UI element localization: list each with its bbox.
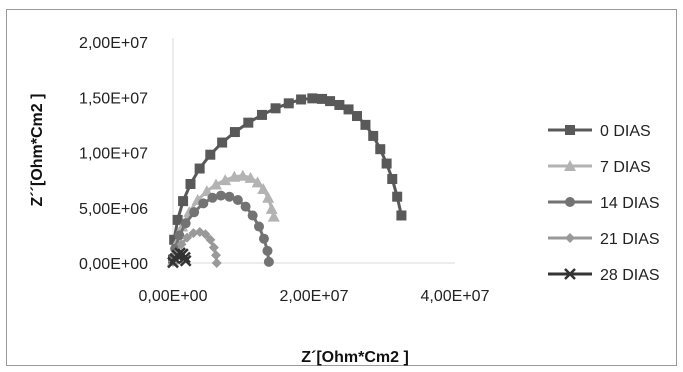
data-point [179,254,192,267]
y-tick-label: 5,00E+06 [79,201,148,218]
data-point [257,182,270,194]
data-point [262,245,273,256]
data-point [247,210,258,221]
y-tick-label: 2,00E+07 [79,35,148,52]
data-point [244,171,257,183]
data-point [368,130,379,141]
data-point [208,242,219,253]
x-tick-label: 4,00E+07 [421,288,490,305]
x-tick-label: 0,00E+00 [139,288,208,305]
legend-label: 7 DIAS [600,159,651,176]
data-point [215,190,226,201]
data-point [205,149,216,160]
data-point [283,98,294,109]
data-point [210,178,223,190]
y-axis-title: Z´´[Ohm*Cm2 ] [29,94,46,207]
legend-marker [565,233,575,243]
data-point [224,191,235,202]
data-point [317,93,328,104]
legend-label: 0 DIAS [600,123,651,140]
legend-marker [564,160,576,171]
data-point [240,201,251,212]
legend-marker [565,197,575,207]
data-point [219,174,232,186]
data-point [178,196,189,207]
data-point [172,214,183,225]
series-layer [167,93,407,269]
series-0-dias [168,93,407,265]
data-point [267,210,280,222]
legend-item: 0 DIAS [548,123,651,140]
data-point [211,258,222,268]
data-point [243,117,254,128]
data-point [296,94,307,105]
y-tick-label: 1,00E+07 [79,146,148,163]
data-point [179,251,191,264]
data-point [334,99,345,110]
data-point [229,127,240,138]
data-point [263,256,274,267]
legend-label: 28 DIAS [600,267,660,284]
legend-item: 21 DIAS [548,231,660,248]
data-point [352,111,363,122]
legend-item: 28 DIAS [548,267,660,284]
axes: 0,00E+00 5,00E+06 1,00E+07 1,50E+07 2,00E+07… [79,35,490,305]
data-point [180,218,191,229]
data-point [200,185,213,197]
legend-label: 21 DIAS [600,231,660,248]
chart-frame [6,9,677,366]
x-tick-label: 2,00E+07 [280,288,349,305]
data-point [182,232,193,243]
data-point [188,228,199,239]
legend-item: 14 DIAS [548,195,660,212]
data-point [262,191,275,203]
x-axis-title: Z´[Ohm*Cm2 ] [301,349,409,366]
legend-marker [565,125,575,135]
data-point [211,250,222,261]
data-point [265,202,278,214]
data-point [392,191,403,202]
data-point [381,158,392,169]
data-point [169,234,180,245]
legend-marker [564,268,576,280]
data-point [343,104,354,115]
data-point [307,93,318,104]
y-tick-label: 0,00E+00 [79,256,148,273]
legend-item: 7 DIAS [548,159,651,176]
data-point [251,176,264,188]
data-point [198,198,209,209]
data-point [270,103,281,114]
data-point [360,119,371,130]
data-point [176,239,187,250]
data-point [194,163,205,174]
data-point [258,233,269,244]
data-point [254,221,265,232]
data-point [236,169,249,181]
data-point [200,229,211,240]
data-point [375,144,386,155]
data-point [174,230,185,241]
data-point [325,96,336,107]
data-point [217,137,228,148]
data-point [387,174,398,185]
data-point [396,210,407,221]
data-point [232,195,243,206]
y-tick-label: 1,50E+07 [79,90,148,107]
data-point [207,192,218,203]
legend: 0 DIAS 7 DIAS 14 DIAS 21 DIAS 28 DIAS [548,123,660,284]
data-point [228,170,241,182]
legend-label: 14 DIAS [600,195,660,212]
data-point [205,234,216,245]
data-point [256,109,267,120]
data-point [189,207,200,218]
data-point [185,178,196,189]
series-28-dias [167,247,192,269]
